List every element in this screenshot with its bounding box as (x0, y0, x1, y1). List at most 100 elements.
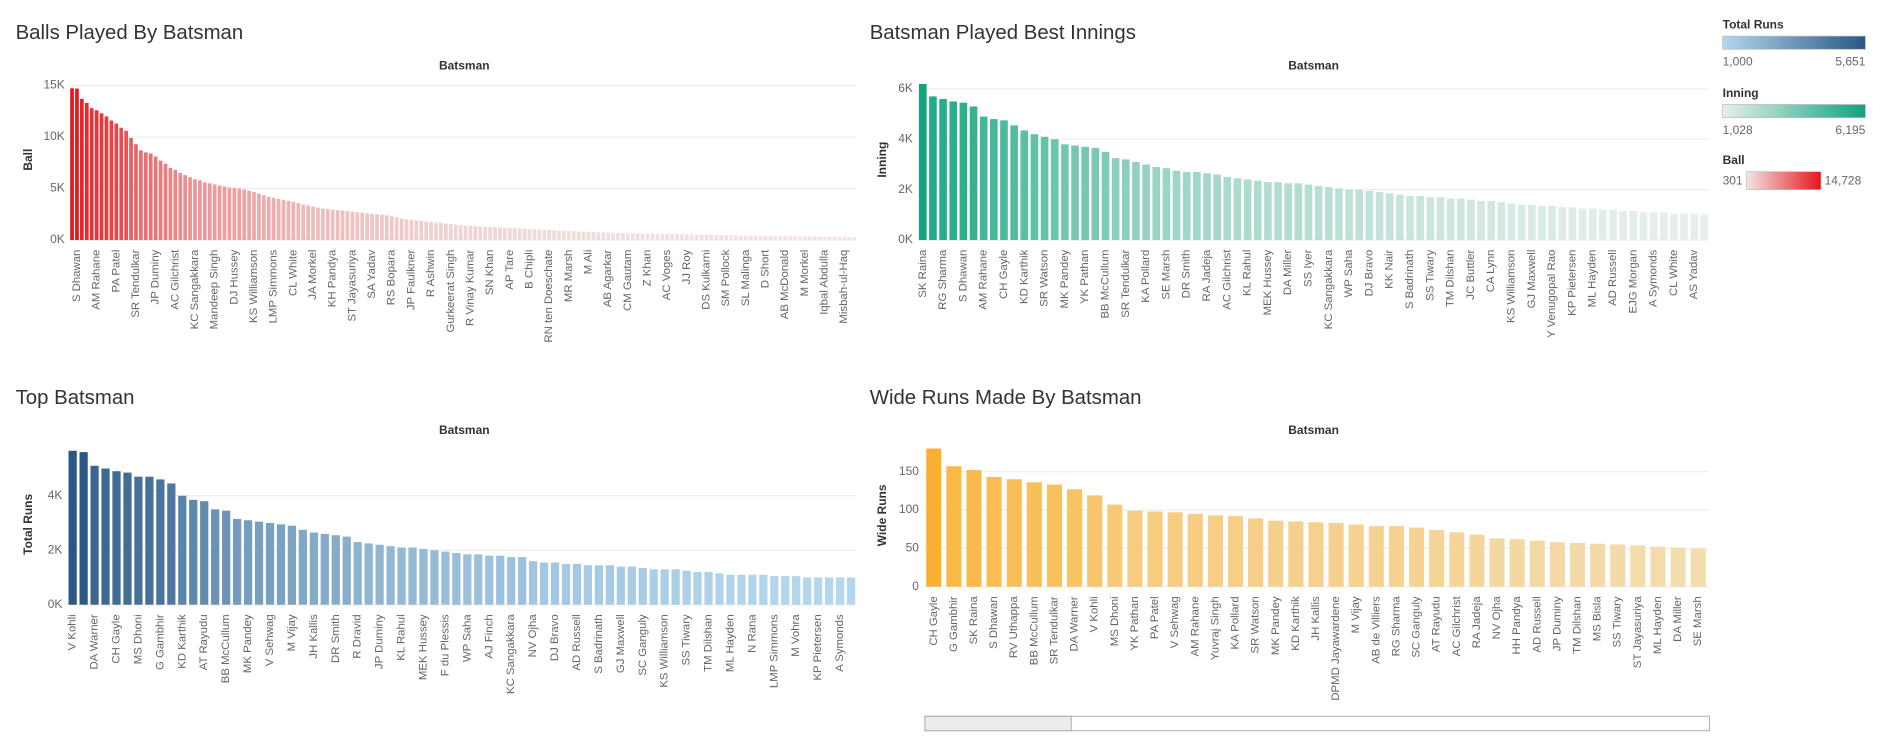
bar (1619, 211, 1627, 241)
x-tick-label: RA Jadeja (1471, 596, 1483, 649)
bar (222, 510, 231, 605)
bar (167, 483, 176, 605)
bar (458, 225, 463, 241)
y-tick-label: 4K (898, 131, 913, 145)
bar (670, 234, 674, 241)
bar (104, 116, 109, 241)
bar (1690, 548, 1706, 587)
bar (202, 182, 207, 241)
bar (512, 228, 517, 241)
bar (572, 563, 582, 605)
bar (846, 577, 856, 605)
x-tick-label: RS Bopara (386, 249, 398, 305)
x-tick-label: DS Kulkarni (701, 250, 713, 310)
bar (1304, 184, 1313, 241)
bar (1121, 159, 1130, 241)
bar (704, 572, 713, 605)
x-tick-label: HH Pandya (1511, 596, 1523, 655)
bar (94, 110, 99, 241)
x-tick-label: SC Ganguly (1411, 596, 1423, 658)
bar (744, 235, 748, 241)
bar (1050, 139, 1059, 241)
bar (243, 520, 253, 605)
bar (939, 98, 947, 241)
x-tick-label: SS Tiwary (681, 614, 693, 666)
bar (468, 225, 473, 241)
bar (689, 234, 694, 241)
y-tick-label: 0 (912, 579, 919, 593)
x-tick-label: KP Pietersen (1566, 250, 1578, 316)
bar (616, 232, 620, 241)
bar (375, 544, 384, 605)
bar (419, 548, 428, 605)
bar (719, 235, 724, 241)
bar (1040, 136, 1049, 241)
bar (112, 471, 121, 605)
bar (1253, 180, 1262, 241)
bar (355, 212, 360, 241)
x-tick-label: S Dhawan (71, 250, 83, 302)
bar (1375, 192, 1384, 241)
x-tick-label: SM Pollock (720, 249, 732, 306)
bar (529, 561, 538, 605)
x-tick-label: KS Williamson (248, 250, 260, 323)
bar (586, 231, 591, 241)
bar (1223, 177, 1232, 241)
x-tick-label: Y Venugopal Rao (1546, 250, 1558, 338)
bar (298, 529, 307, 605)
legend-max: 6,195 (1835, 123, 1865, 137)
bar (550, 562, 560, 605)
x-tick-label: JH Kallis (308, 614, 320, 659)
x-tick-label: MS Bisla (1592, 596, 1604, 642)
x-tick-label: R Dravid (352, 614, 364, 658)
x-tick-label: DJ Bravo (1363, 250, 1375, 297)
bar (156, 479, 165, 605)
bar (316, 207, 320, 241)
y-tick-label: 15K (43, 78, 64, 92)
y-axis-label: Ball (21, 149, 35, 171)
x-tick-label: F du Plessis (439, 614, 451, 676)
bar (803, 577, 812, 605)
bar (682, 570, 691, 605)
x-tick-label: CH Gayle (998, 250, 1010, 299)
bar (601, 232, 606, 241)
bar (183, 175, 188, 241)
scrollbar-thumb[interactable] (924, 715, 1072, 732)
y-tick-label: 5K (50, 181, 65, 195)
legend-min: 1,028 (1723, 123, 1753, 137)
bar (773, 236, 778, 241)
bar (342, 536, 351, 605)
bar (532, 229, 537, 241)
bar (1670, 547, 1686, 587)
bar (1436, 197, 1445, 241)
bar (237, 188, 242, 241)
bar (1509, 539, 1525, 587)
y-tick-label: 150 (899, 464, 919, 478)
bar (1325, 187, 1333, 241)
bar (488, 226, 492, 241)
bar (1497, 202, 1506, 241)
bar (1489, 538, 1505, 587)
x-tick-label: M Morkel (799, 250, 811, 297)
bar (1609, 209, 1617, 241)
x-tick-label: JC Buttler (1465, 249, 1477, 299)
x-tick-label: V Kohli (1089, 596, 1101, 632)
bar (473, 226, 478, 241)
bar (734, 235, 738, 241)
x-tick-label: AT Rayudu (1431, 596, 1443, 652)
bar (429, 222, 433, 241)
bar (959, 102, 968, 241)
bar (1365, 190, 1374, 241)
bar (611, 232, 615, 241)
x-tick-label: V Sehwag (1169, 596, 1181, 648)
bar (1528, 204, 1536, 241)
bar (386, 546, 395, 605)
x-tick-label: CH Gayle (928, 596, 940, 645)
bar (1406, 195, 1414, 241)
bar (370, 213, 374, 241)
bar (671, 569, 680, 605)
bar (129, 138, 133, 241)
bar (404, 219, 409, 241)
bar (825, 577, 834, 605)
x-tick-label: AB Agarkar (602, 249, 614, 307)
